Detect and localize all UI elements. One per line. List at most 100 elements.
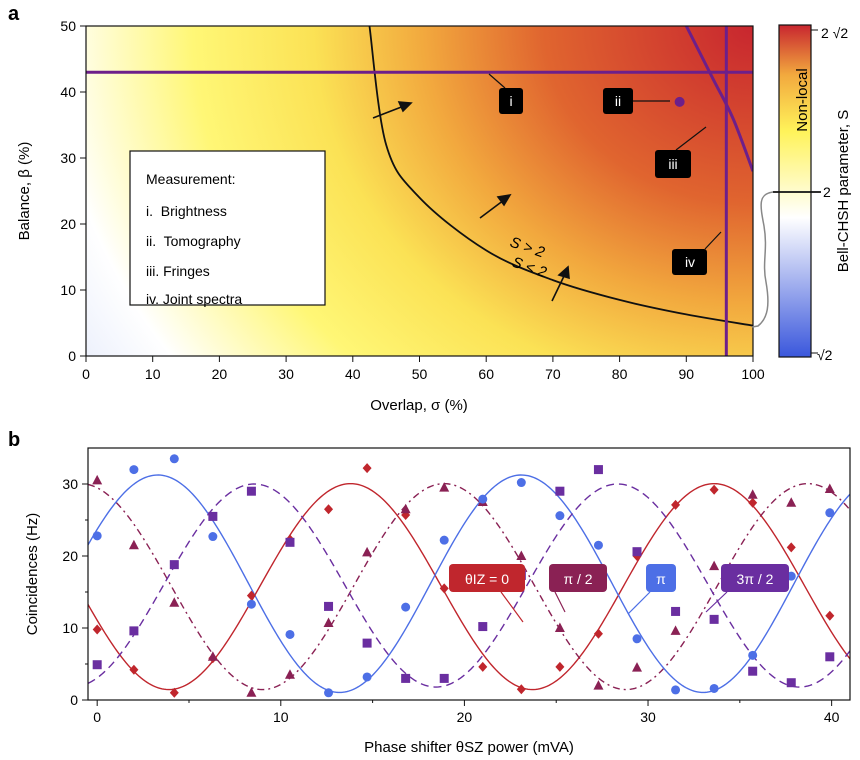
panel-a-xtick-label: 100 — [741, 366, 765, 382]
series-1-point — [207, 651, 218, 661]
boundary-arrows — [372, 101, 570, 302]
panel-a-xtick-label: 80 — [612, 366, 628, 382]
panel-a-ytick-label: 0 — [68, 348, 76, 364]
series-label-pi: π — [656, 571, 666, 587]
panel-a-xtick-label: 0 — [82, 366, 90, 382]
series-0-point — [709, 484, 719, 495]
series-1-point — [747, 489, 758, 499]
arrow-3-head — [557, 265, 570, 280]
panel-b-label: b — [8, 429, 20, 451]
series-3-point — [786, 678, 796, 688]
panel-a-label: a — [8, 3, 20, 25]
series-3-point — [208, 511, 218, 521]
panel-a-xtick-label: 30 — [278, 366, 294, 382]
series-2-point — [92, 531, 102, 541]
legend-item-fringes: iii. Fringes — [146, 263, 210, 279]
series-0-point — [786, 542, 796, 553]
series-2-point — [748, 650, 758, 660]
marker-iv-label: iv — [685, 254, 695, 270]
marker-ii: ii — [603, 88, 670, 114]
panel-a-ytick-label: 40 — [60, 84, 76, 100]
series-1-point — [246, 687, 257, 697]
series-0-point — [555, 661, 565, 672]
legend-item-joint-spectra: iv. Joint spectra — [146, 291, 242, 307]
series-fit-3 — [88, 483, 850, 688]
series-2-point — [516, 478, 526, 488]
legend-item-tomography: ii. Tomography — [146, 233, 241, 249]
series-1-point — [284, 669, 295, 679]
fringes-curve — [684, 26, 753, 172]
panel-b-plot — [88, 454, 850, 698]
series-0-point — [825, 610, 835, 621]
series-2-point — [324, 688, 334, 698]
panel-b-ylabel: Coincidences (Hz) — [24, 513, 41, 636]
colorbar: 2 √2 2 √2 Non-local Bell-CHSH parameter,… — [751, 24, 852, 363]
series-2-point — [555, 511, 565, 521]
series-3-point — [246, 486, 256, 496]
series-0-point — [92, 624, 102, 635]
series-0-point — [439, 583, 449, 594]
colorbar-tick-top: 2 √2 — [821, 25, 848, 41]
panel-b-ytick-label: 10 — [62, 620, 78, 636]
panel-b-xtick-label: 30 — [640, 709, 656, 725]
panel-b-ytick-label: 0 — [70, 692, 78, 708]
legend-title: Measurement: — [146, 171, 235, 187]
marker-iii-label: iii — [668, 156, 677, 172]
colorbar-scale — [778, 24, 812, 358]
colorbar-region-label: Non-local — [794, 68, 811, 131]
series-2-point — [208, 532, 218, 542]
colorbar-connector — [751, 191, 774, 328]
panel-a-xtick-label: 60 — [478, 366, 494, 382]
series-3-point — [169, 560, 179, 570]
arrow-1 — [372, 105, 405, 119]
panel-b-xtick-label: 0 — [93, 709, 101, 725]
series-2-point — [478, 494, 488, 504]
series-1-point — [362, 546, 373, 557]
panel-a-ytick-label: 50 — [60, 18, 76, 34]
panel-b-ytick-label: 20 — [62, 548, 78, 564]
series-2-point — [246, 599, 256, 609]
panel-b-axes: 0 10 20 30 40 0 10 20 30 — [62, 476, 839, 725]
panel-a-xtick-label: 40 — [345, 366, 361, 382]
legend-item-brightness: i. Brightness — [146, 203, 227, 219]
panel-a-xlabel: Overlap, σ (%) — [370, 397, 468, 414]
series-label-theta: θIZ = 0 — [465, 571, 509, 587]
series-0-point — [246, 590, 256, 601]
panel-a-ytick-label: 30 — [60, 150, 76, 166]
series-3-point — [825, 652, 835, 662]
series-3-point — [555, 486, 565, 496]
series-1-point — [554, 622, 565, 632]
series-labels: θIZ = 0 π / 2 π 3π / 2 — [449, 564, 789, 623]
series-1-point — [593, 680, 604, 690]
marker-iii: iii — [655, 126, 707, 178]
series-3-point — [748, 666, 758, 676]
series-1-point — [92, 474, 103, 485]
colorbar-tick-mid: 2 — [823, 184, 831, 200]
marker-iv: iv — [672, 231, 722, 275]
series-3-point — [632, 547, 642, 557]
panel-b-xtick-label: 20 — [457, 709, 473, 725]
panel-a-ylabel: Balance, β (%) — [16, 142, 33, 241]
series-0-point — [324, 504, 334, 515]
series-2-point — [709, 683, 719, 693]
series-1-point — [824, 483, 835, 494]
series-label-bg-2 — [646, 564, 676, 592]
series-3-point — [129, 626, 139, 636]
series-2-point — [825, 508, 835, 518]
series-1-point — [709, 560, 720, 571]
series-0-point — [593, 628, 603, 639]
marker-ii-label: ii — [615, 93, 621, 109]
series-3-point — [478, 622, 488, 632]
series-2-point — [593, 540, 603, 550]
series-0-point — [169, 687, 179, 698]
series-fit-2 — [88, 474, 850, 694]
series-1-point — [786, 497, 797, 507]
series-1-point — [632, 662, 643, 672]
series-0-point — [129, 664, 139, 675]
panel-a-ytick-label: 20 — [60, 216, 76, 232]
series-1-point — [128, 539, 139, 550]
panel-a-xtick-label: 20 — [212, 366, 228, 382]
series-1-point — [323, 617, 334, 627]
series-0-point — [748, 497, 758, 508]
series-1-point — [516, 550, 527, 560]
